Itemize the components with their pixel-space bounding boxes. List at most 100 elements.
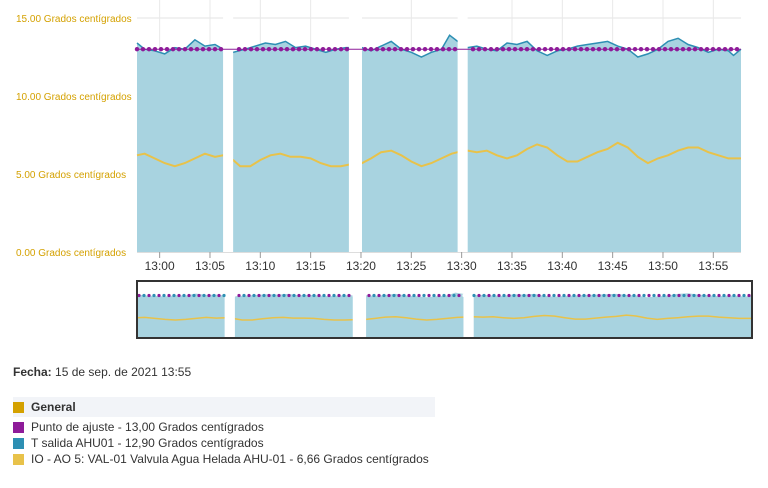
setpoint-marker [242,47,248,52]
legend-group-label: General [31,400,76,414]
x-tick-label: 13:10 [245,259,275,273]
legend-item-t-salida: T salida AHU01 - 12,90 Grados centígrado… [13,435,453,451]
x-tick-label: 13:05 [195,259,225,273]
setpoint-marker [398,47,404,52]
navigator-marker [287,293,291,298]
setpoint-marker [248,47,254,52]
setpoint-marker [536,47,542,52]
setpoint-marker [314,47,320,52]
navigator-marker [407,293,411,298]
navigator-marker [227,293,231,298]
navigator-marker [562,293,566,298]
navigator-marker [272,293,276,298]
navigator-marker [327,293,331,298]
navigator-marker [697,293,701,298]
navigator-marker [412,293,416,298]
setpoint-marker [614,47,620,52]
setpoint-marker [470,47,476,52]
navigator-marker [447,293,451,298]
legend-swatch [13,421,24,433]
setpoint-marker [452,47,458,52]
setpoint-marker [728,47,734,52]
x-tick-label: 13:55 [698,259,728,273]
navigator-marker [502,293,506,298]
navigator-marker [492,293,496,298]
setpoint-marker [272,47,278,52]
navigator-marker [687,293,691,298]
navigator-marker [422,293,426,298]
setpoint-marker [236,47,242,52]
setpoint-marker [284,47,290,52]
setpoint-marker [626,47,632,52]
navigator-marker [727,293,731,298]
setpoint-marker [668,47,674,52]
navigator-marker [662,293,666,298]
setpoint-marker [596,47,602,52]
navigator-marker [632,293,636,298]
legend-swatch [13,437,24,449]
setpoint-marker [530,47,536,52]
setpoint-marker [632,47,638,52]
navigator-marker [217,293,221,298]
setpoint-marker [662,47,668,52]
navigator-marker [397,293,401,298]
navigator-marker [462,293,466,298]
setpoint-marker [212,47,218,52]
legend-swatch [13,453,24,465]
setpoint-marker [518,47,524,52]
tooltip-panel: Fecha: 15 de sep. de 2021 13:55 General … [13,365,453,467]
navigator-marker [602,293,606,298]
navigator-marker [657,293,661,298]
setpoint-marker [146,47,152,52]
y-tick-label: 10.00 Grados centígrados [16,92,132,103]
data-gap [348,0,362,252]
setpoint-marker [164,47,170,52]
navigator-marker [527,293,531,298]
setpoint-marker [608,47,614,52]
navigator-marker [137,293,141,298]
navigator-marker [237,293,241,298]
date-value: 15 de sep. de 2021 13:55 [55,365,192,379]
setpoint-marker [374,47,380,52]
setpoint-marker [134,47,140,52]
y-tick-label: 0.00 Grados centígrados [16,248,126,259]
setpoint-marker [338,47,344,52]
navigator-marker [647,293,651,298]
navigator[interactable] [136,280,753,339]
setpoint-marker [524,47,530,52]
setpoint-marker [386,47,392,52]
setpoint-marker [638,47,644,52]
setpoint-marker [410,47,416,52]
setpoint-marker [482,47,488,52]
chart: 0.00 Grados centígrados 5.00 Grados centí… [16,0,753,339]
navigator-marker [197,293,201,298]
setpoint-marker [278,47,284,52]
navigator-marker [652,293,656,298]
setpoint-marker [578,47,584,52]
legend-item-setpoint: Punto de ajuste - 13,00 Grados centígrad… [13,419,453,435]
navigator-marker [482,293,486,298]
x-tick-label: 13:45 [598,259,628,273]
navigator-marker [342,293,346,298]
navigator-marker [167,293,171,298]
setpoint-marker [716,47,722,52]
data-gap [457,0,468,252]
setpoint-marker [440,47,446,52]
setpoint-marker [392,47,398,52]
setpoint-marker [362,47,368,52]
setpoint-marker [512,47,518,52]
setpoint-marker [266,47,272,52]
x-tick-label: 13:30 [447,259,477,273]
navigator-marker [147,293,151,298]
navigator-marker [417,293,421,298]
navigator-marker [307,293,311,298]
navigator-marker [242,293,246,298]
navigator-marker [587,293,591,298]
setpoint-marker [692,47,698,52]
navigator-marker [547,293,551,298]
y-axis: 0.00 Grados centígrados 5.00 Grados centí… [16,14,132,259]
navigator-marker [452,293,456,298]
setpoint-marker [200,47,206,52]
line-layer [136,141,741,168]
setpoint-marker [710,47,716,52]
